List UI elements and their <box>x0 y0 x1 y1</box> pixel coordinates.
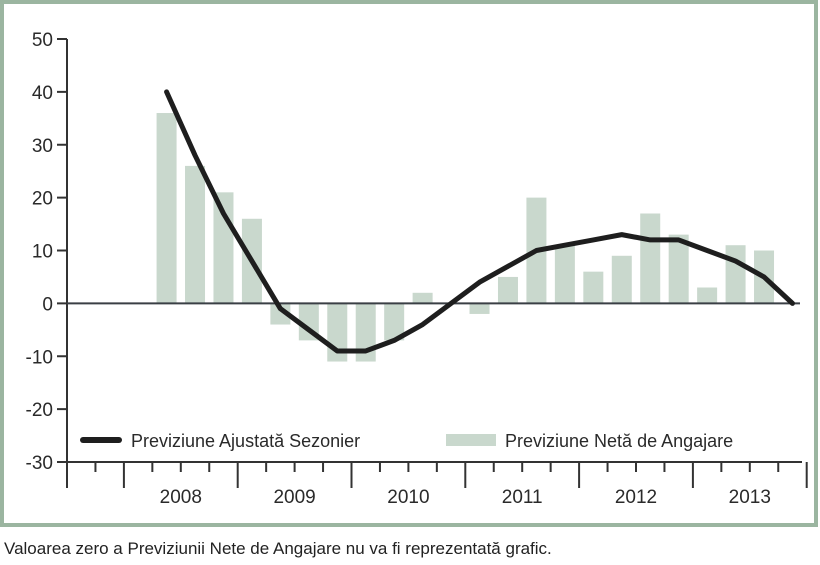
bar <box>469 303 490 314</box>
y-tick-label: -30 <box>26 453 53 474</box>
bar <box>384 303 405 341</box>
y-tick-label: -10 <box>26 347 53 368</box>
y-tick-label: 0 <box>42 294 53 315</box>
x-year-label: 2008 <box>160 487 202 508</box>
x-year-label: 2009 <box>273 487 315 508</box>
bar <box>554 245 575 304</box>
x-year-label: 2011 <box>502 487 543 508</box>
legend-line-swatch <box>80 437 122 443</box>
bar <box>497 276 518 304</box>
legend-label-bar: Previziune Netă de Angajare <box>505 431 733 451</box>
bar <box>583 271 604 304</box>
bar <box>156 113 177 304</box>
x-year-label: 2010 <box>387 487 429 508</box>
x-year-label: 2012 <box>615 487 657 508</box>
legend-label-line: Previziune Ajustată Sezonier <box>131 431 360 451</box>
y-tick-label: 40 <box>32 83 53 104</box>
legend: Previziune Ajustată Sezonier Previziune … <box>80 431 733 451</box>
y-tick-label: 10 <box>32 242 53 263</box>
bar <box>270 303 291 325</box>
y-tick-label: 50 <box>32 30 53 51</box>
bar <box>611 255 632 304</box>
legend-bar-swatch <box>446 434 496 446</box>
bar <box>725 245 746 304</box>
x-year-label: 2013 <box>729 487 771 508</box>
y-tick-label: -20 <box>26 400 53 421</box>
chart-caption: Valoarea zero a Previziunii Nete de Anga… <box>4 539 552 558</box>
bar <box>412 292 433 304</box>
y-tick-label: 20 <box>32 189 53 210</box>
bar <box>668 234 689 304</box>
y-tick-label: 30 <box>32 136 53 157</box>
bar <box>697 287 718 304</box>
bar <box>640 213 661 304</box>
bar <box>185 165 206 304</box>
